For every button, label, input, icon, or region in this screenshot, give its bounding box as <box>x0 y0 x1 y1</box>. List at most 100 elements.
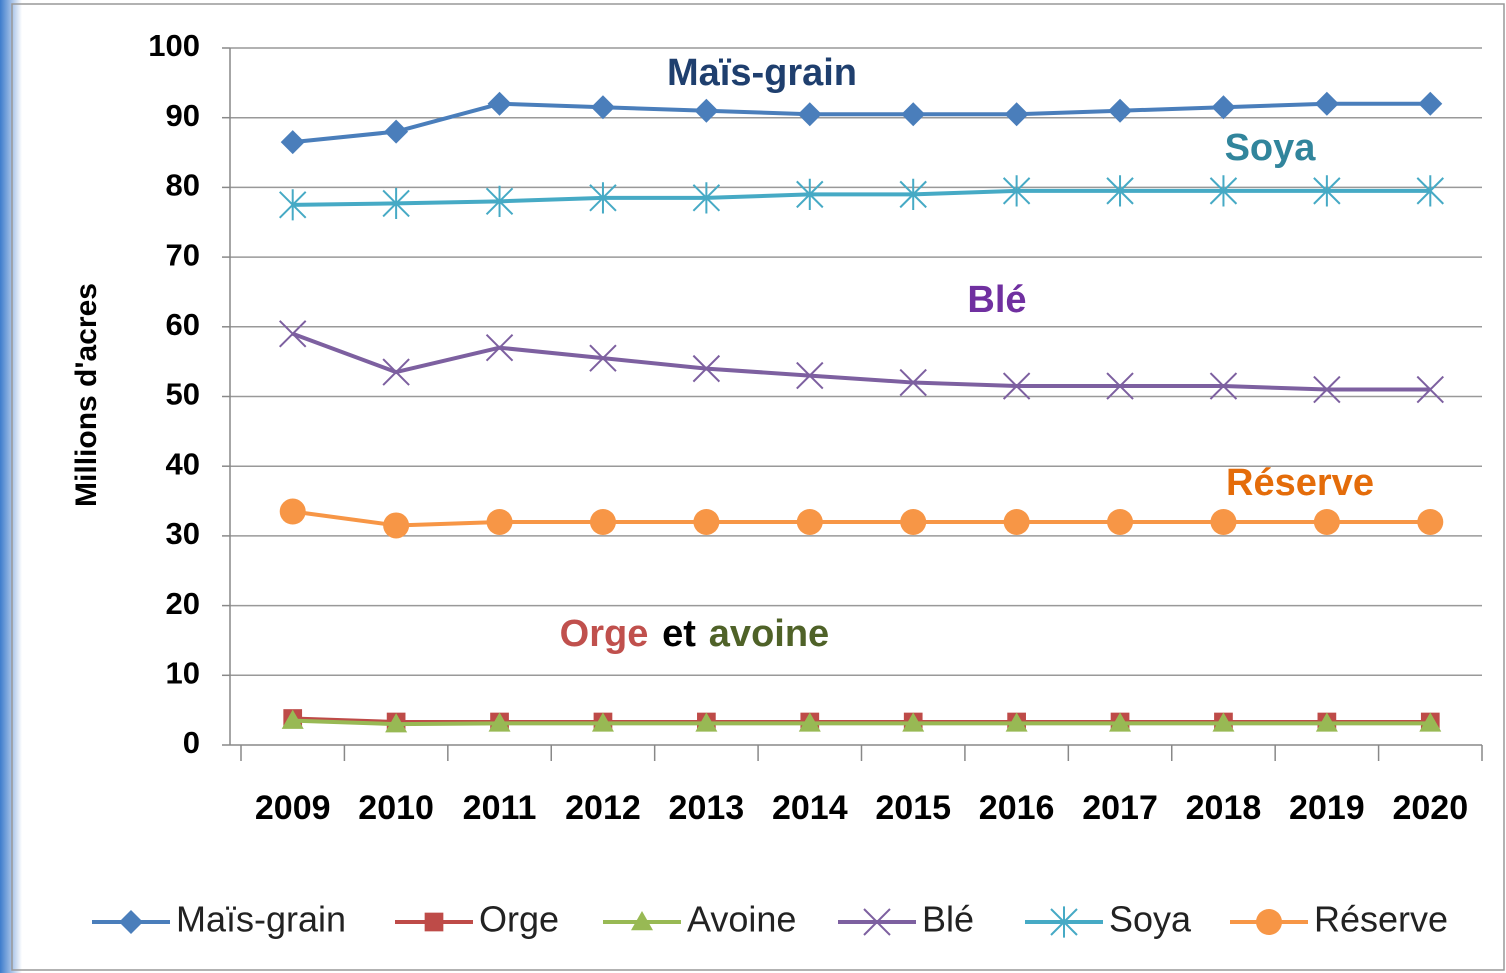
marker <box>900 508 927 535</box>
marker <box>1002 372 1031 400</box>
series <box>281 709 1442 733</box>
marker <box>382 187 410 220</box>
x-tick-label: 2010 <box>358 789 434 827</box>
marker <box>1209 372 1238 400</box>
series-line <box>292 101 1431 145</box>
marker <box>1050 906 1078 938</box>
marker <box>1106 372 1134 400</box>
marker <box>589 182 617 214</box>
marker <box>902 712 925 732</box>
marker <box>797 102 822 127</box>
y-tick-label: 40 <box>166 446 200 481</box>
marker <box>1418 91 1443 116</box>
x-tick-label: 2017 <box>1082 789 1158 827</box>
legend-label: Réserve <box>1314 899 1448 940</box>
marker <box>901 102 926 127</box>
series <box>280 91 1443 155</box>
marker <box>590 95 615 120</box>
x-tick-label: 2011 <box>463 789 537 827</box>
marker <box>1005 712 1028 732</box>
marker <box>692 354 721 383</box>
marker <box>1256 909 1282 935</box>
marker <box>1419 712 1442 732</box>
legend-label: Orge <box>479 899 559 940</box>
marker <box>485 185 514 217</box>
marker <box>1416 375 1444 404</box>
x-tick-label: 2014 <box>772 789 848 827</box>
y-tick-label: 80 <box>166 168 200 203</box>
marker <box>1416 175 1444 207</box>
marker <box>1315 712 1338 732</box>
series-line <box>292 188 1431 207</box>
series-line <box>292 331 1431 392</box>
marker <box>119 910 143 934</box>
marker <box>695 712 718 732</box>
annotation: avoine <box>709 613 829 655</box>
marker <box>796 361 824 390</box>
marker <box>899 178 927 210</box>
series-line <box>292 509 1431 528</box>
y-tick-label: 50 <box>166 377 200 412</box>
marker <box>382 358 410 386</box>
marker <box>279 189 307 221</box>
annotation: Maïs-grain <box>667 52 857 94</box>
x-tick-label: 2015 <box>875 789 951 827</box>
marker <box>1108 98 1133 123</box>
x-tick-label: 2016 <box>979 789 1055 827</box>
marker <box>279 320 307 348</box>
marker <box>863 908 891 936</box>
annotation: Réserve <box>1226 462 1374 504</box>
marker <box>692 182 721 214</box>
annotation: Blé <box>967 279 1026 321</box>
y-tick-label: 0 <box>183 725 200 760</box>
marker <box>1314 91 1339 116</box>
marker <box>1417 508 1444 535</box>
y-tick-label: 70 <box>166 237 200 272</box>
marker <box>485 334 514 362</box>
background-stripe <box>0 0 22 973</box>
series-line <box>292 718 1431 727</box>
marker <box>1313 375 1341 404</box>
x-tick-label: 2009 <box>255 789 331 827</box>
legend-label: Soya <box>1109 899 1192 940</box>
marker <box>589 344 617 372</box>
marker <box>796 178 824 210</box>
marker <box>1109 712 1132 732</box>
marker <box>1107 508 1134 535</box>
marker <box>424 912 444 932</box>
series <box>283 709 1440 732</box>
marker <box>1313 508 1340 535</box>
marker <box>796 508 823 535</box>
marker <box>589 508 616 535</box>
marker <box>798 712 821 732</box>
marker <box>1210 508 1237 535</box>
y-axis-label: Millions d'acres <box>70 283 103 507</box>
marker <box>693 508 720 535</box>
marker <box>486 508 513 535</box>
x-tick-label: 2013 <box>669 789 745 827</box>
marker <box>488 712 511 732</box>
marker <box>1313 175 1341 207</box>
marker <box>899 368 927 397</box>
y-tick-label: 100 <box>148 28 200 63</box>
y-tick-label: 20 <box>166 586 200 621</box>
y-tick-label: 60 <box>166 307 200 342</box>
y-tick-label: 90 <box>166 98 200 133</box>
legend-label: Maïs-grain <box>176 899 346 940</box>
marker <box>281 709 304 729</box>
marker <box>1002 175 1031 207</box>
marker <box>1106 175 1134 207</box>
marker <box>591 712 614 732</box>
annotation: Orge <box>560 613 649 655</box>
marker <box>1004 102 1029 127</box>
marker <box>1209 175 1238 207</box>
x-tick-label: 2020 <box>1392 789 1468 827</box>
marker <box>1212 712 1235 732</box>
x-tick-label: 2019 <box>1289 789 1365 827</box>
marker <box>1211 95 1236 120</box>
marker <box>279 498 306 525</box>
marker <box>487 91 512 116</box>
legend-label: Avoine <box>687 899 796 940</box>
